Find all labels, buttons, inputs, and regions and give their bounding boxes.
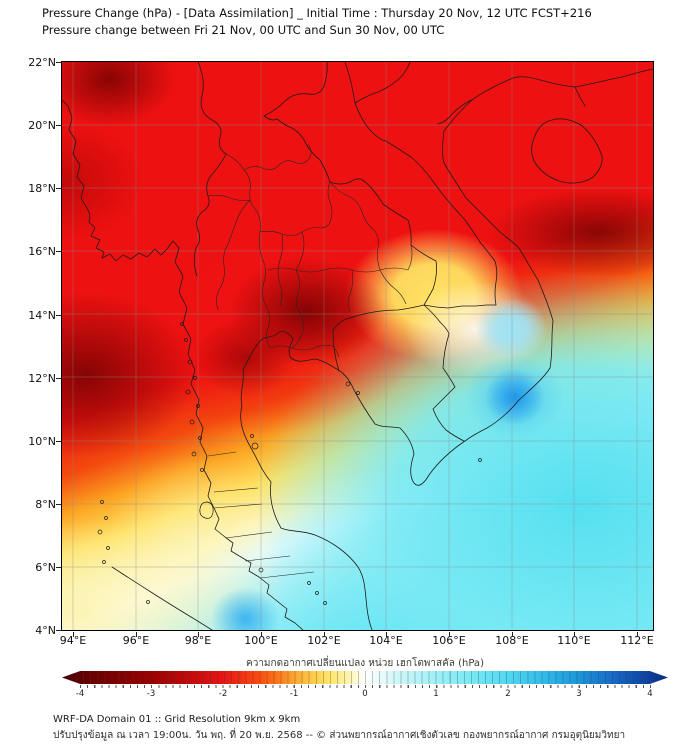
y-tick-label: 6°N [35,561,56,574]
x-tick-mark [386,632,387,637]
colorbar-tick-label: 0 [362,689,368,699]
x-tick-label: 100°E [244,634,278,647]
x-tick-mark [637,632,638,637]
y-tick-label: 14°N [28,309,56,322]
x-tick-label: 98°E [184,634,212,647]
y-tick-label: 18°N [28,182,56,195]
national-borders [193,62,498,442]
x-tick-mark [512,632,513,637]
pressure-change-field [62,62,653,630]
colorbar-gradient [62,671,668,684]
leizhou-peninsula [574,86,586,107]
islands [97,322,482,605]
y-tick-label: 4°N [35,624,56,637]
map-borders-overlay [62,62,653,630]
colorbar-tick-label: -2 [218,689,228,699]
colorbar-tick-label: -1 [289,689,299,699]
y-tick-label: 10°N [28,435,56,448]
x-tick-mark [449,632,450,637]
y-tick-mark [56,62,61,63]
y-tick-mark [56,188,61,189]
y-tick-mark [56,125,61,126]
x-tick-mark [198,632,199,637]
x-tick-label: 108°E [495,634,529,647]
y-tick-mark [56,504,61,505]
x-tick-label: 106°E [432,634,466,647]
y-tick-mark [56,567,61,568]
y-tick-label: 20°N [28,119,56,132]
x-tick-label: 96°E [122,634,150,647]
y-tick-mark [56,630,61,631]
colorbar-tick-label: 2 [505,689,511,699]
x-tick-mark [73,632,74,637]
colorbar-tick-label: 3 [576,689,582,699]
page-subtitle: Pressure change between Fri 21 Nov, 00 U… [42,23,445,37]
y-tick-label: 8°N [35,498,56,511]
hainan-island [531,118,603,184]
footer-domain-info: WRF-DA Domain 01 :: Grid Resolution 9km … [53,714,301,725]
colorbar-tick-label: -3 [146,689,156,699]
page-title: Pressure Change (hPa) - [Data Assimilati… [42,6,592,20]
colorbar-minor-ticks [80,685,651,688]
x-tick-label: 102°E [307,634,341,647]
y-tick-label: 12°N [28,372,56,385]
y-tick-mark [56,441,61,442]
y-tick-label: 16°N [28,245,56,258]
x-tick-mark [136,632,137,637]
coastline-east [240,68,653,630]
x-tick-mark [324,632,325,637]
province-borders [207,143,413,579]
x-tick-label: 94°E [59,634,87,647]
colorbar-tick-label: -4 [75,689,85,699]
y-tick-label: 22°N [28,56,56,69]
x-tick-mark [261,632,262,637]
footer-update-info: ปรับปรุงข้อมูล ณ เวลา 19:00น. วัน พฤ. ที… [53,730,626,741]
x-tick-label: 110°E [557,634,591,647]
y-tick-mark [56,315,61,316]
colorbar-tick-label: 4 [647,689,653,699]
colorbar [62,671,668,684]
y-tick-mark [56,251,61,252]
colorbar-tick-label: 1 [433,689,439,699]
map-plot [61,61,654,631]
sumatra-coast [111,566,213,630]
colorbar-label: ความกดอากาศเปลี่ยนแปลง หน่วย เฮกโตพาสคัล… [246,658,484,669]
x-tick-mark [574,632,575,637]
x-tick-label: 104°E [369,634,403,647]
y-tick-mark [56,378,61,379]
x-tick-label: 112°E [620,634,654,647]
graticule-grid [62,62,653,630]
coastline-west [62,99,304,630]
